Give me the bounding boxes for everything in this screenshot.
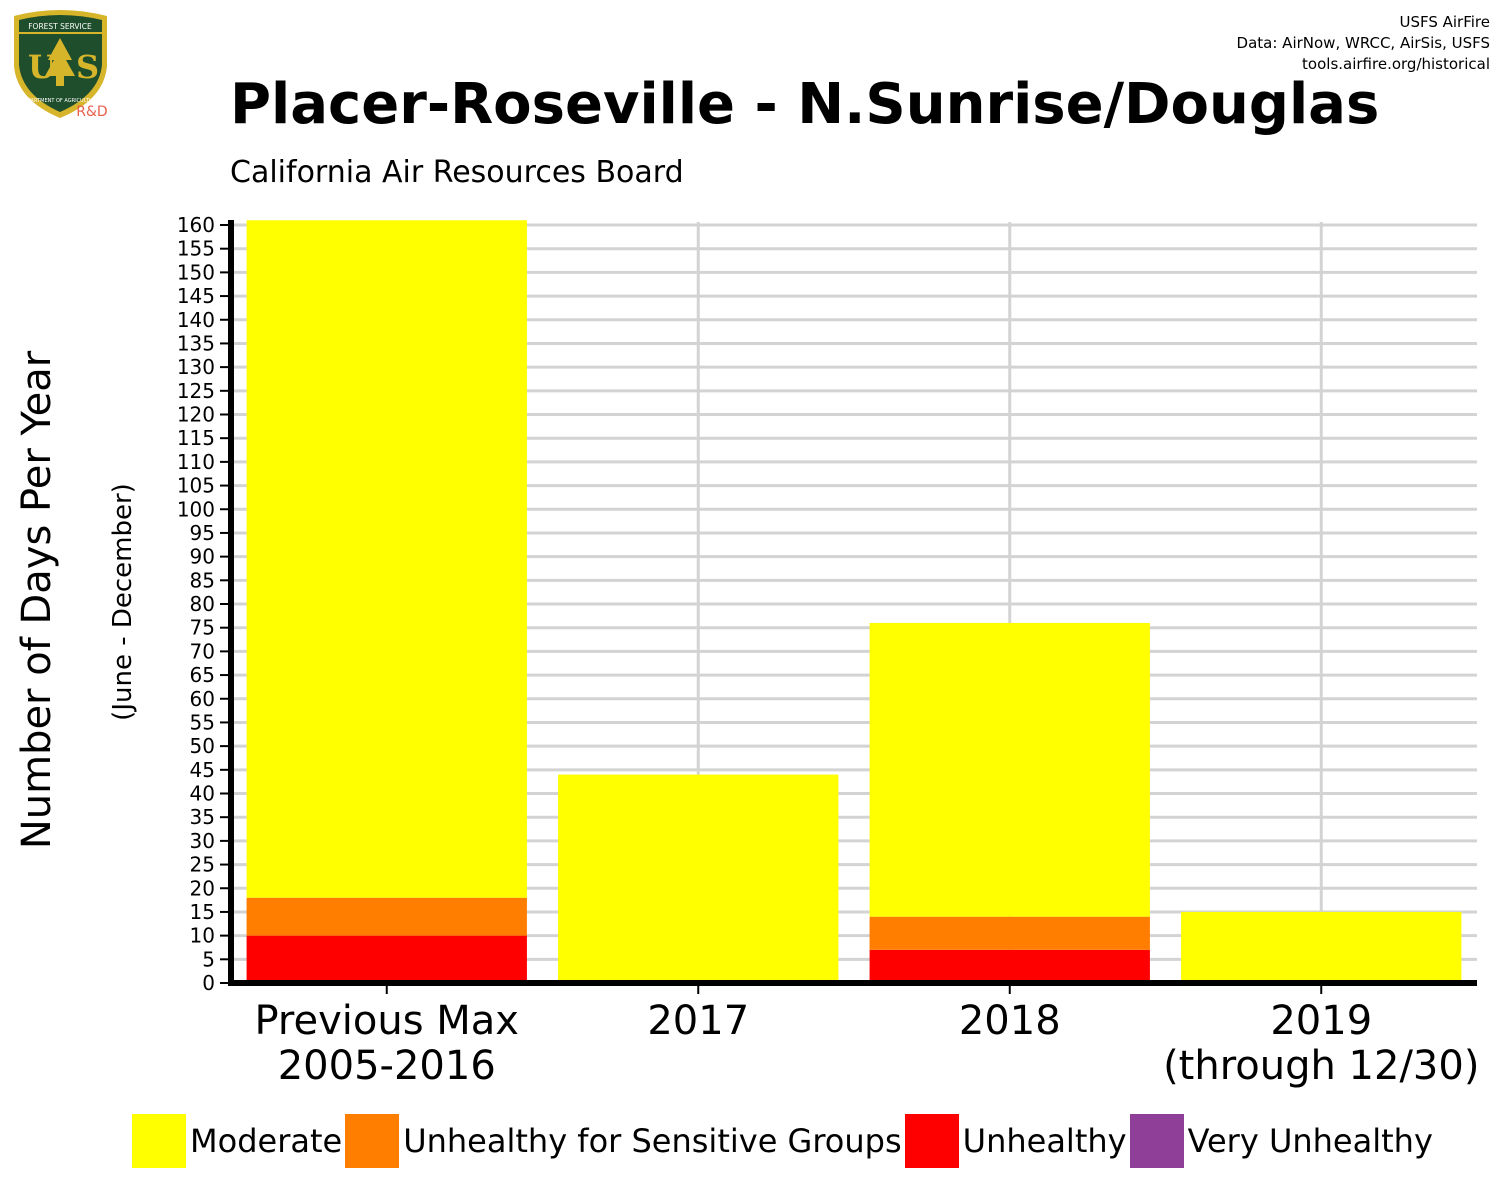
bar-segment xyxy=(869,622,1150,917)
svg-text:DEPARTMENT OF AGRICULTURE: DEPARTMENT OF AGRICULTURE xyxy=(21,98,99,104)
y-tick-label: 0 xyxy=(202,971,215,995)
y-tick-label: 85 xyxy=(190,568,215,592)
y-tick-label: 100 xyxy=(177,497,215,521)
y-tick-label: 15 xyxy=(190,900,215,924)
source-credit: USFS AirFire Data: AirNow, WRCC, AirSis,… xyxy=(1237,12,1490,75)
legend-item: Moderate xyxy=(132,1114,342,1168)
y-tick-label: 30 xyxy=(190,829,215,853)
bar-segment xyxy=(869,949,1150,983)
y-tick-label: 125 xyxy=(177,379,215,403)
svg-text:R&D: R&D xyxy=(76,104,107,120)
bar-segment xyxy=(246,935,527,983)
y-tick-label: 20 xyxy=(190,876,215,900)
y-tick-label: 35 xyxy=(190,805,215,829)
y-tick-label: 90 xyxy=(190,545,215,569)
bar-segment xyxy=(869,916,1150,950)
bar-segment xyxy=(246,220,527,898)
x-tick-label: 2017 xyxy=(647,998,749,1044)
y-tick-label: 95 xyxy=(190,521,215,545)
x-tick-label: 2005-2016 xyxy=(278,1043,496,1089)
y-tick-label: 45 xyxy=(190,758,215,782)
y-tick-label: 130 xyxy=(177,355,215,379)
y-tick-label: 150 xyxy=(177,260,215,284)
y-tick-label: 155 xyxy=(177,237,215,261)
y-tick-label: 160 xyxy=(177,213,215,237)
y-tick-label: 60 xyxy=(190,687,215,711)
legend-swatch xyxy=(1129,1114,1184,1168)
credit-line-2: Data: AirNow, WRCC, AirSis, USFS xyxy=(1236,34,1490,52)
y-tick-label: 80 xyxy=(190,592,215,616)
svg-text:FOREST SERVICE: FOREST SERVICE xyxy=(28,22,92,31)
chart-legend: Moderate Unhealthy for Sensitive Groups Un… xyxy=(132,1114,1436,1168)
y-tick-label: 65 xyxy=(190,663,215,687)
y-tick-label: 75 xyxy=(190,616,215,640)
y-tick-label: 25 xyxy=(190,853,215,877)
y-tick-label: 120 xyxy=(177,403,215,427)
bar-segment xyxy=(1181,911,1462,983)
svg-text:S: S xyxy=(76,48,99,86)
y-tick-label: 70 xyxy=(190,639,215,663)
chart-title: Placer-Roseville - N.Sunrise/Douglas xyxy=(230,72,1380,137)
legend-item: Unhealthy for Sensitive Groups xyxy=(345,1114,902,1168)
legend-swatch xyxy=(132,1114,186,1168)
y-tick-label: 115 xyxy=(177,426,215,450)
y-tick-label: 110 xyxy=(177,450,215,474)
x-tick-label: 2018 xyxy=(959,998,1061,1044)
chart-subtitle: California Air Resources Board xyxy=(230,155,684,190)
legend-label: Unhealthy for Sensitive Groups xyxy=(403,1122,902,1160)
y-tick-label: 105 xyxy=(177,474,215,498)
y-tick-label: 55 xyxy=(190,710,215,734)
bar-segment xyxy=(246,897,527,936)
x-tick-label: Previous Max xyxy=(255,998,519,1044)
x-tick-label: (through 12/30) xyxy=(1163,1043,1479,1089)
y-tick-label: 5 xyxy=(202,947,215,971)
y-tick-label: 50 xyxy=(190,734,215,758)
credit-line-1: USFS AirFire xyxy=(1399,13,1490,31)
y-tick-label: 145 xyxy=(177,284,215,308)
legend-item: Very Unhealthy xyxy=(1129,1114,1433,1168)
y-tick-label: 10 xyxy=(190,924,215,948)
y-tick-label: 135 xyxy=(177,331,215,355)
legend-swatch xyxy=(345,1114,400,1168)
legend-swatch xyxy=(904,1114,959,1168)
legend-label: Very Unhealthy xyxy=(1187,1122,1433,1160)
legend-item: Unhealthy xyxy=(904,1114,1127,1168)
y-tick-label: 140 xyxy=(177,308,215,332)
legend-label: Unhealthy xyxy=(962,1122,1127,1160)
x-tick-label: 2019 xyxy=(1270,998,1372,1044)
bar-segment xyxy=(558,774,839,983)
y-tick-label: 40 xyxy=(190,782,215,806)
forest-service-logo: FOREST SERVICE U S DEPARTMENT OF AGRICUL… xyxy=(14,10,108,120)
legend-label: Moderate xyxy=(190,1122,343,1160)
credit-line-3: tools.airfire.org/historical xyxy=(1302,55,1490,73)
